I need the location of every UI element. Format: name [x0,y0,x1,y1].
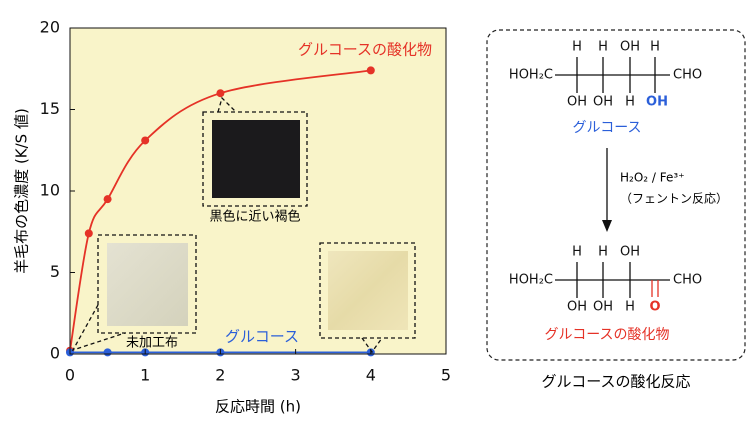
arrow-head [602,220,612,232]
atom: OH [646,95,668,110]
atom: O [649,300,660,315]
y-tick-label: 0 [50,344,60,363]
y-tick-label: 5 [50,262,60,281]
atom: OH [620,245,640,260]
atom: OH [567,95,587,110]
atom: OH [567,300,587,315]
x-axis-label: 反応時間 (h) [215,398,301,416]
fabric-image [107,243,188,326]
x-tick-label: 1 [140,366,150,385]
atom: OH [593,95,613,110]
atom: H [625,300,635,315]
compound-name: グルコースの酸化物 [544,327,669,343]
inset-box [202,111,308,207]
callout [361,337,383,354]
callout [71,304,126,352]
data-point [366,66,375,75]
diagram-box [486,29,746,361]
x-tick-label: 0 [65,366,75,385]
group: HOH₂C [509,68,553,83]
y-tick-label: 10 [40,181,60,200]
fabric-image [212,120,300,198]
data-point [84,229,93,238]
atom: H [625,95,635,110]
series-label: グルコースの酸化物 [298,41,432,59]
y-axis-label: 羊毛布の色濃度 (K/S 値) [13,108,31,274]
x-tick-label: 2 [215,366,225,385]
insets [71,96,416,354]
fabric-image [328,251,408,330]
y-tick-label: 20 [40,18,60,37]
annotation: 未加工布 [126,336,178,351]
structure-start: HOH₂C CHO H H OH H OH OH H OH [509,40,702,110]
atom: H [598,40,608,55]
annotation: 黒色に近い褐色 [209,209,300,225]
atom: H [650,40,660,55]
atom: OH [593,300,613,315]
atom: OH [620,40,640,55]
structure-product: HOH₂C CHO H H OH OH OH H O [509,245,702,315]
series-label: グルコース [225,328,299,346]
compound-name: グルコース [572,120,641,136]
data-point [216,89,225,98]
x-tick-label: 4 [366,366,376,385]
diagram-title: グルコースの酸化反応 [542,373,691,391]
x-tick-label: 5 [441,366,451,385]
data-point [103,195,112,204]
reagent: H₂O₂ / Fe³⁺ [620,171,685,185]
atom: H [572,245,582,260]
group: CHO [673,273,702,288]
inset-box [319,242,416,339]
condition: （フェントン反応） [620,192,728,206]
data-point [141,136,150,145]
inset-box [97,234,197,334]
atom: H [598,245,608,260]
atom: H [572,40,582,55]
y-tick-label: 15 [40,99,60,118]
bonds [555,57,670,298]
group: CHO [673,68,702,83]
x-tick-label: 3 [291,366,301,385]
data-point [103,348,112,357]
series-line [69,69,371,351]
group: HOH₂C [509,273,553,288]
callout [217,96,237,113]
